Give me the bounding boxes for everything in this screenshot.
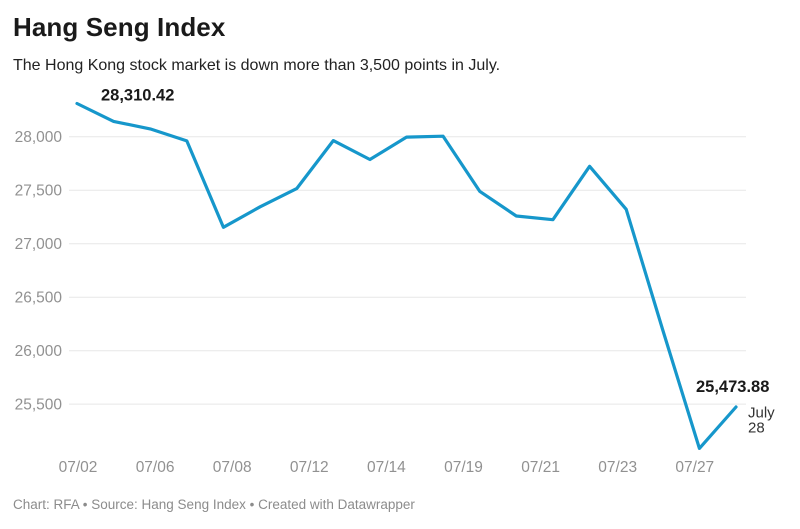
chart-footer: Chart: RFA • Source: Hang Seng Index • C… <box>13 497 415 512</box>
y-axis-tick-label: 27,500 <box>15 183 63 200</box>
x-axis-tick-label: 07/02 <box>59 459 98 476</box>
last-point-date-label-line2: 28 <box>748 420 765 437</box>
data-line <box>75 101 738 450</box>
y-axis-tick-label: 27,000 <box>15 236 63 253</box>
y-axis-tick-label: 28,000 <box>15 129 63 146</box>
x-axis-tick-label: 07/27 <box>675 459 714 476</box>
x-axis-tick-label: 07/14 <box>367 459 406 476</box>
first-point-annotation: 28,310.42 <box>101 87 174 105</box>
x-axis-tick-label: 07/12 <box>290 459 329 476</box>
x-axis-tick-label: 07/08 <box>213 459 252 476</box>
x-axis-tick-label: 07/06 <box>136 459 175 476</box>
x-axis-tick-label: 07/19 <box>444 459 483 476</box>
last-point-annotation: 25,473.88 <box>696 378 769 396</box>
y-axis-tick-label: 25,500 <box>15 396 63 413</box>
x-axis-tick-label: 07/23 <box>598 459 637 476</box>
last-point-date-label-line1: July <box>748 405 775 422</box>
line-chart: 28,000 27,500 27,000 26,500 26,000 25,500 07/0… <box>15 87 776 477</box>
y-axis-tick-label: 26,500 <box>15 289 63 306</box>
y-axis-tick-label: 26,000 <box>15 343 63 360</box>
chart-title: Hang Seng Index <box>13 12 226 42</box>
x-axis-tick-label: 07/21 <box>521 459 560 476</box>
chart-subtitle: The Hong Kong stock market is down more … <box>13 57 501 74</box>
